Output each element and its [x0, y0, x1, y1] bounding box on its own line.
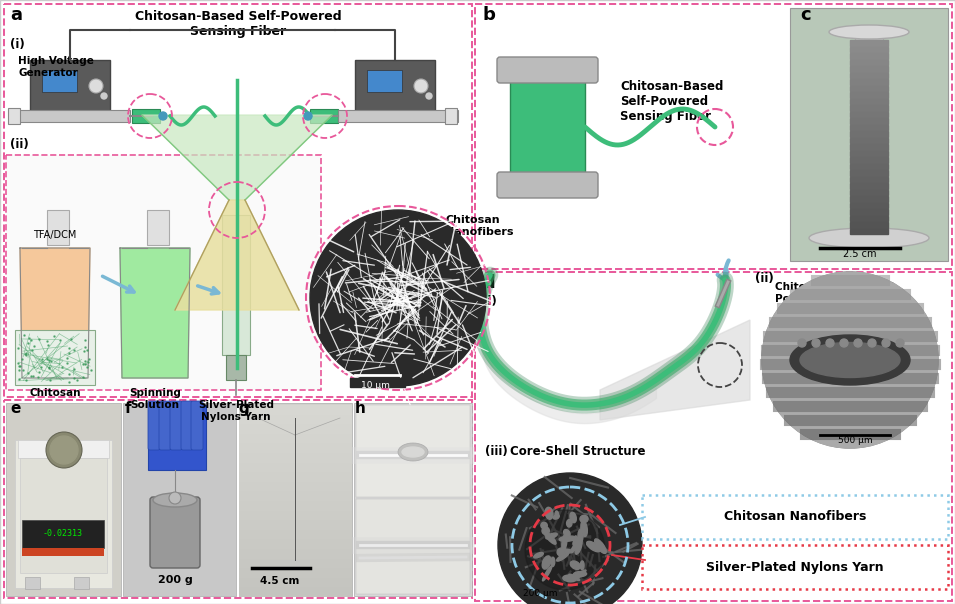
Text: 200 μm: 200 μm: [522, 589, 558, 598]
Bar: [850, 176, 888, 182]
Text: Chitosan-Based Self-Powered
Sensing Fiber: Chitosan-Based Self-Powered Sensing Fibe…: [135, 10, 341, 38]
FancyBboxPatch shape: [150, 497, 200, 568]
FancyBboxPatch shape: [239, 559, 352, 568]
Bar: [850, 47, 888, 52]
Text: 4.5 cm: 4.5 cm: [261, 576, 300, 586]
Circle shape: [50, 436, 78, 464]
Ellipse shape: [570, 561, 581, 570]
Bar: [850, 131, 888, 137]
Bar: [850, 222, 888, 228]
Polygon shape: [142, 115, 332, 200]
Bar: [850, 209, 888, 214]
FancyBboxPatch shape: [239, 578, 352, 588]
Ellipse shape: [559, 536, 576, 541]
Ellipse shape: [790, 335, 910, 385]
Circle shape: [46, 432, 82, 468]
Ellipse shape: [586, 541, 601, 552]
Text: Chitosan-Based Self-
Powered Sensing Fiber: Chitosan-Based Self- Powered Sensing Fib…: [775, 282, 911, 304]
FancyBboxPatch shape: [239, 424, 352, 434]
Text: Chitosan-Based
Self-Powered
Sensing Fiber: Chitosan-Based Self-Powered Sensing Fibe…: [620, 80, 723, 123]
FancyBboxPatch shape: [225, 310, 249, 350]
FancyBboxPatch shape: [355, 60, 435, 115]
FancyBboxPatch shape: [181, 401, 193, 450]
FancyBboxPatch shape: [500, 62, 595, 80]
Ellipse shape: [555, 511, 559, 518]
FancyBboxPatch shape: [132, 109, 160, 123]
Circle shape: [169, 492, 181, 504]
Circle shape: [798, 339, 806, 347]
FancyBboxPatch shape: [222, 215, 250, 355]
Ellipse shape: [595, 539, 606, 553]
Polygon shape: [20, 248, 90, 378]
Polygon shape: [175, 200, 299, 310]
Bar: [850, 164, 888, 169]
Circle shape: [89, 79, 103, 93]
Text: h: h: [355, 401, 366, 416]
Circle shape: [101, 93, 107, 99]
Bar: [850, 60, 888, 65]
Ellipse shape: [829, 25, 909, 39]
FancyBboxPatch shape: [20, 458, 107, 573]
Text: c: c: [800, 6, 811, 24]
Text: d: d: [482, 274, 495, 292]
FancyBboxPatch shape: [47, 210, 69, 245]
FancyBboxPatch shape: [475, 4, 952, 269]
FancyBboxPatch shape: [367, 70, 402, 92]
FancyBboxPatch shape: [239, 501, 352, 511]
FancyBboxPatch shape: [232, 350, 242, 368]
FancyBboxPatch shape: [30, 60, 110, 115]
Circle shape: [525, 510, 605, 590]
FancyBboxPatch shape: [239, 588, 352, 597]
FancyBboxPatch shape: [6, 155, 321, 390]
Bar: [850, 170, 888, 176]
Ellipse shape: [580, 515, 588, 522]
Text: 2.5 cm: 2.5 cm: [843, 249, 877, 259]
Circle shape: [762, 272, 938, 448]
Text: 200 g: 200 g: [158, 575, 192, 585]
Ellipse shape: [573, 536, 577, 547]
FancyBboxPatch shape: [642, 545, 948, 589]
Ellipse shape: [578, 529, 584, 543]
FancyBboxPatch shape: [239, 434, 352, 443]
Text: Core-Shell Structure: Core-Shell Structure: [510, 445, 646, 458]
Bar: [850, 124, 888, 130]
Bar: [350, 378, 405, 387]
FancyBboxPatch shape: [239, 510, 352, 520]
Ellipse shape: [563, 530, 570, 537]
FancyBboxPatch shape: [445, 108, 457, 124]
Circle shape: [414, 79, 428, 93]
Ellipse shape: [557, 553, 568, 561]
Text: (ii): (ii): [10, 138, 29, 151]
Circle shape: [854, 339, 862, 347]
FancyBboxPatch shape: [191, 401, 203, 450]
Text: 500 μm: 500 μm: [838, 436, 872, 445]
FancyBboxPatch shape: [497, 57, 598, 83]
FancyBboxPatch shape: [10, 110, 130, 122]
Ellipse shape: [553, 515, 560, 519]
Circle shape: [304, 112, 312, 120]
Text: g: g: [238, 401, 248, 416]
FancyBboxPatch shape: [642, 495, 948, 539]
FancyBboxPatch shape: [22, 520, 104, 548]
FancyBboxPatch shape: [310, 109, 338, 123]
Ellipse shape: [562, 575, 577, 582]
Text: a: a: [10, 6, 22, 24]
Ellipse shape: [573, 537, 581, 545]
Bar: [850, 72, 888, 78]
FancyBboxPatch shape: [239, 520, 352, 530]
Ellipse shape: [586, 542, 597, 547]
Text: (iii): (iii): [485, 445, 508, 458]
FancyBboxPatch shape: [4, 4, 472, 397]
Text: (ii): (ii): [755, 272, 774, 285]
Circle shape: [310, 210, 486, 386]
Text: b: b: [482, 6, 495, 24]
Ellipse shape: [581, 561, 584, 570]
Circle shape: [882, 339, 890, 347]
Circle shape: [498, 473, 642, 604]
FancyBboxPatch shape: [338, 110, 458, 122]
Ellipse shape: [546, 533, 558, 539]
FancyBboxPatch shape: [855, 35, 883, 240]
FancyBboxPatch shape: [239, 482, 352, 492]
FancyBboxPatch shape: [500, 177, 595, 195]
